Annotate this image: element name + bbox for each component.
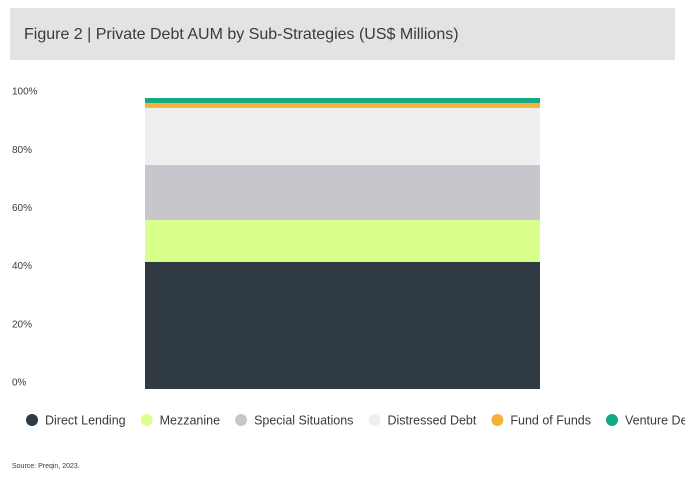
legend-marker <box>605 414 618 426</box>
title-box <box>10 8 675 60</box>
legend-label: Special Situations <box>254 413 353 427</box>
legend-label: Fund of Funds <box>510 413 591 427</box>
bar-segment <box>145 261 540 389</box>
legend-label: Distressed Debt <box>387 413 476 427</box>
legend-marker <box>140 414 153 426</box>
y-tick-label: 80% <box>12 145 32 156</box>
y-tick-label: 60% <box>12 203 32 214</box>
legend-marker <box>368 414 381 426</box>
bar-segment <box>145 219 540 262</box>
chart-title: Figure 2 | Private Debt AUM by Sub-Strat… <box>24 26 459 43</box>
bar-segment <box>145 98 540 103</box>
y-tick-label: 100% <box>12 87 38 98</box>
y-tick-label: 40% <box>12 261 32 272</box>
bar-segment <box>145 164 540 220</box>
bar-segment <box>145 107 540 165</box>
source-note: Source: Preqin, 2023. <box>12 463 80 470</box>
legend-label: Venture Debt <box>625 413 685 427</box>
legend-label: Mezzanine <box>160 413 220 427</box>
legend-marker <box>491 414 504 426</box>
legend-marker <box>235 414 248 426</box>
legend-marker <box>26 414 38 426</box>
legend-label: Direct Lending <box>45 413 126 427</box>
bar-segment <box>145 102 540 108</box>
y-tick-label: 20% <box>12 319 32 330</box>
y-tick-label: 0% <box>12 378 27 389</box>
